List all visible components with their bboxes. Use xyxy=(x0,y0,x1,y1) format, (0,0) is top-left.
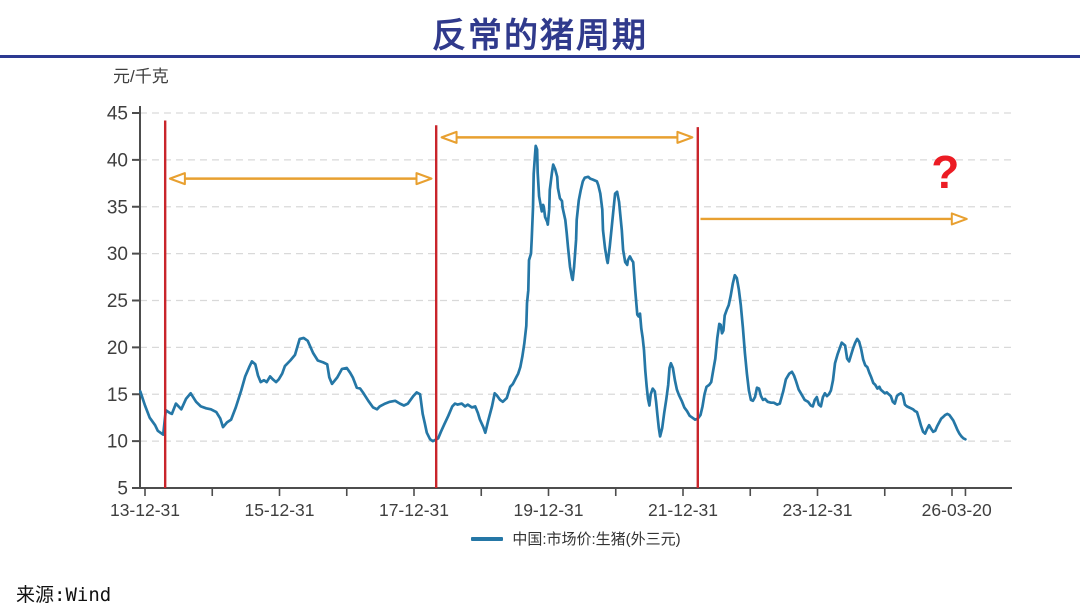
price-line xyxy=(138,144,967,443)
x-tick-label: 23-12-31 xyxy=(782,500,852,520)
x-tick-label: 21-12-31 xyxy=(648,500,718,520)
y-tick-label: 35 xyxy=(107,197,128,218)
chart-legend: 中国:市场价:生猪(外三元) xyxy=(140,528,1012,549)
y-tick-label: 5 xyxy=(117,479,128,500)
arrowhead-left xyxy=(168,172,186,186)
question-mark-annotation: ? xyxy=(931,146,959,198)
arrowhead-right xyxy=(950,212,968,226)
arrowhead-right xyxy=(415,172,433,186)
y-tick-label: 45 xyxy=(107,104,128,125)
y-tick-label: 15 xyxy=(107,385,128,406)
legend-line-swatch xyxy=(471,536,504,541)
legend-series-label: 中国:市场价:生猪(外三元) xyxy=(512,531,681,548)
arrowhead-left xyxy=(440,130,458,144)
y-tick-label: 10 xyxy=(107,432,128,453)
title-underline-divider xyxy=(0,55,1080,58)
source-attribution: 来源:Wind xyxy=(16,584,112,606)
x-tick-label: 17-12-31 xyxy=(379,500,449,520)
x-tick-label: 15-12-31 xyxy=(244,500,314,520)
x-tick-label: 19-12-31 xyxy=(513,500,583,520)
y-tick-label: 20 xyxy=(107,338,128,359)
y-axis-unit-label: 元/千克 xyxy=(113,67,169,86)
y-tick-label: 40 xyxy=(107,150,128,171)
page-title: 反常的猪周期 xyxy=(432,17,648,55)
arrowhead-right xyxy=(676,130,694,144)
x-tick-label: 26-03-20 xyxy=(922,500,992,520)
x-tick-label: 13-12-31 xyxy=(110,500,180,520)
y-tick-label: 30 xyxy=(107,244,128,265)
y-tick-label: 25 xyxy=(107,291,128,312)
